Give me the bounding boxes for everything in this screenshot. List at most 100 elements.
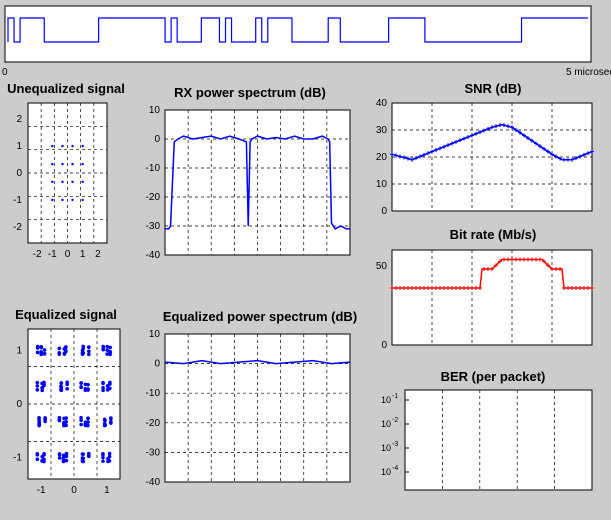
snr-marker [546,149,550,154]
equalized-point [35,350,40,355]
unequalized-ytick-label: -2 [13,222,22,233]
snr-marker [518,130,522,135]
equalized-point [109,421,113,425]
equalized-point [101,381,105,386]
equalized-point [101,388,105,393]
bitrate-marker [558,267,562,271]
equalized-point [102,417,107,422]
eq-spectrum-ytick-label: -30 [146,447,161,458]
bitrate-marker [514,257,518,262]
bitrate-marker [462,286,466,290]
eq-spectrum-ytick-label: -40 [146,477,161,488]
snr-marker [522,133,526,138]
equalized-point [105,344,110,349]
snr-marker [586,151,590,156]
equalized-point [87,451,91,456]
rx-spectrum-ytick-label: 0 [154,134,160,145]
equalized-title: Equalized signal [15,307,117,322]
bitrate-marker [542,259,546,264]
snr-marker [454,139,458,144]
snr-marker [466,135,470,140]
equalized-xtick-label: 1 [104,485,110,496]
equalized-point [64,423,68,428]
bitrate-marker [490,267,494,271]
equalized-point [57,452,62,456]
rx-spectrum-ytick-label: -20 [146,192,161,203]
equalized-point [79,422,83,427]
equalized-point [35,452,40,456]
ber-ytick-label: 10 [381,395,391,405]
equalized-point [57,456,62,460]
snr-marker [422,152,426,157]
rx-spectrum-ytick-label: 10 [149,105,161,116]
equalized-point [62,420,66,425]
unequalized-point [71,198,74,202]
eq-spectrum-ytick-label: -10 [146,388,161,399]
equalized-point [81,459,86,464]
eq-spectrum-ytick-label: -20 [146,418,161,429]
bitrate-marker [538,257,542,262]
unequalized-point [71,180,74,184]
equalized-point [87,454,91,459]
bitrate-marker [478,286,482,290]
equalized-point [103,423,107,427]
equalized-point [59,381,64,385]
rx-spectrum-ytick-label: -40 [146,250,161,261]
snr-marker [434,147,438,152]
waveform-line [7,17,588,43]
equalized-point [39,344,44,349]
unequalized-point [51,162,54,166]
equalized-point [101,453,105,457]
unequalized-xtick-label: 1 [80,249,86,260]
rx-spectrum-ytick-label: -30 [146,221,161,232]
equalized-point [107,451,112,456]
rx-spectrum-title: RX power spectrum (dB) [174,85,326,100]
snr-marker [498,123,502,128]
bitrate-marker [482,267,486,271]
equalized-point [108,380,112,385]
snr-marker [538,144,542,149]
snr-marker [494,124,498,129]
equalized-point [105,352,109,356]
snr-marker [450,141,454,146]
snr-axes [391,102,593,212]
ber-ytick-exponent: -2 [392,417,398,424]
snr-marker [534,141,538,146]
equalized-point [37,415,41,420]
equalized-point [35,384,40,388]
equalized-point [80,456,85,460]
bitrate-ytick-label: 0 [381,340,387,351]
equalized-point [83,382,88,387]
equalized-point [43,416,47,420]
snr-marker [502,123,506,128]
bitrate-ytick-label: 50 [376,261,388,272]
eq-spectrum-ytick-label: 0 [154,359,160,370]
snr-marker [482,128,486,133]
unequalized-point [71,144,74,148]
equalized-point [37,423,41,428]
equalized-point [81,344,85,349]
snr-marker [402,155,406,160]
equalized-point [79,415,83,420]
unequalized-point [81,198,84,202]
snr-marker [418,154,422,159]
equalized-point [101,344,106,349]
unequalized-point [81,144,84,148]
equalized-point [39,350,44,354]
bitrate-marker [422,286,426,290]
equalized-point [87,352,91,357]
snr-marker [514,128,518,132]
bitrate-marker [470,286,474,290]
snr-marker [554,154,558,159]
unequalized-point [61,144,64,148]
equalized-point [59,387,63,391]
bitrate-marker [546,263,550,268]
equalized-point [105,384,110,388]
unequalized-point [61,180,64,184]
snr-marker [578,154,582,159]
ber-ytick-label: 10 [381,467,391,477]
eq-spectrum-title: Equalized power spectrum (dB) [163,309,357,324]
snr-ytick-label: 0 [381,206,387,217]
equalized-point [35,457,40,462]
unequalized-point [51,144,54,148]
